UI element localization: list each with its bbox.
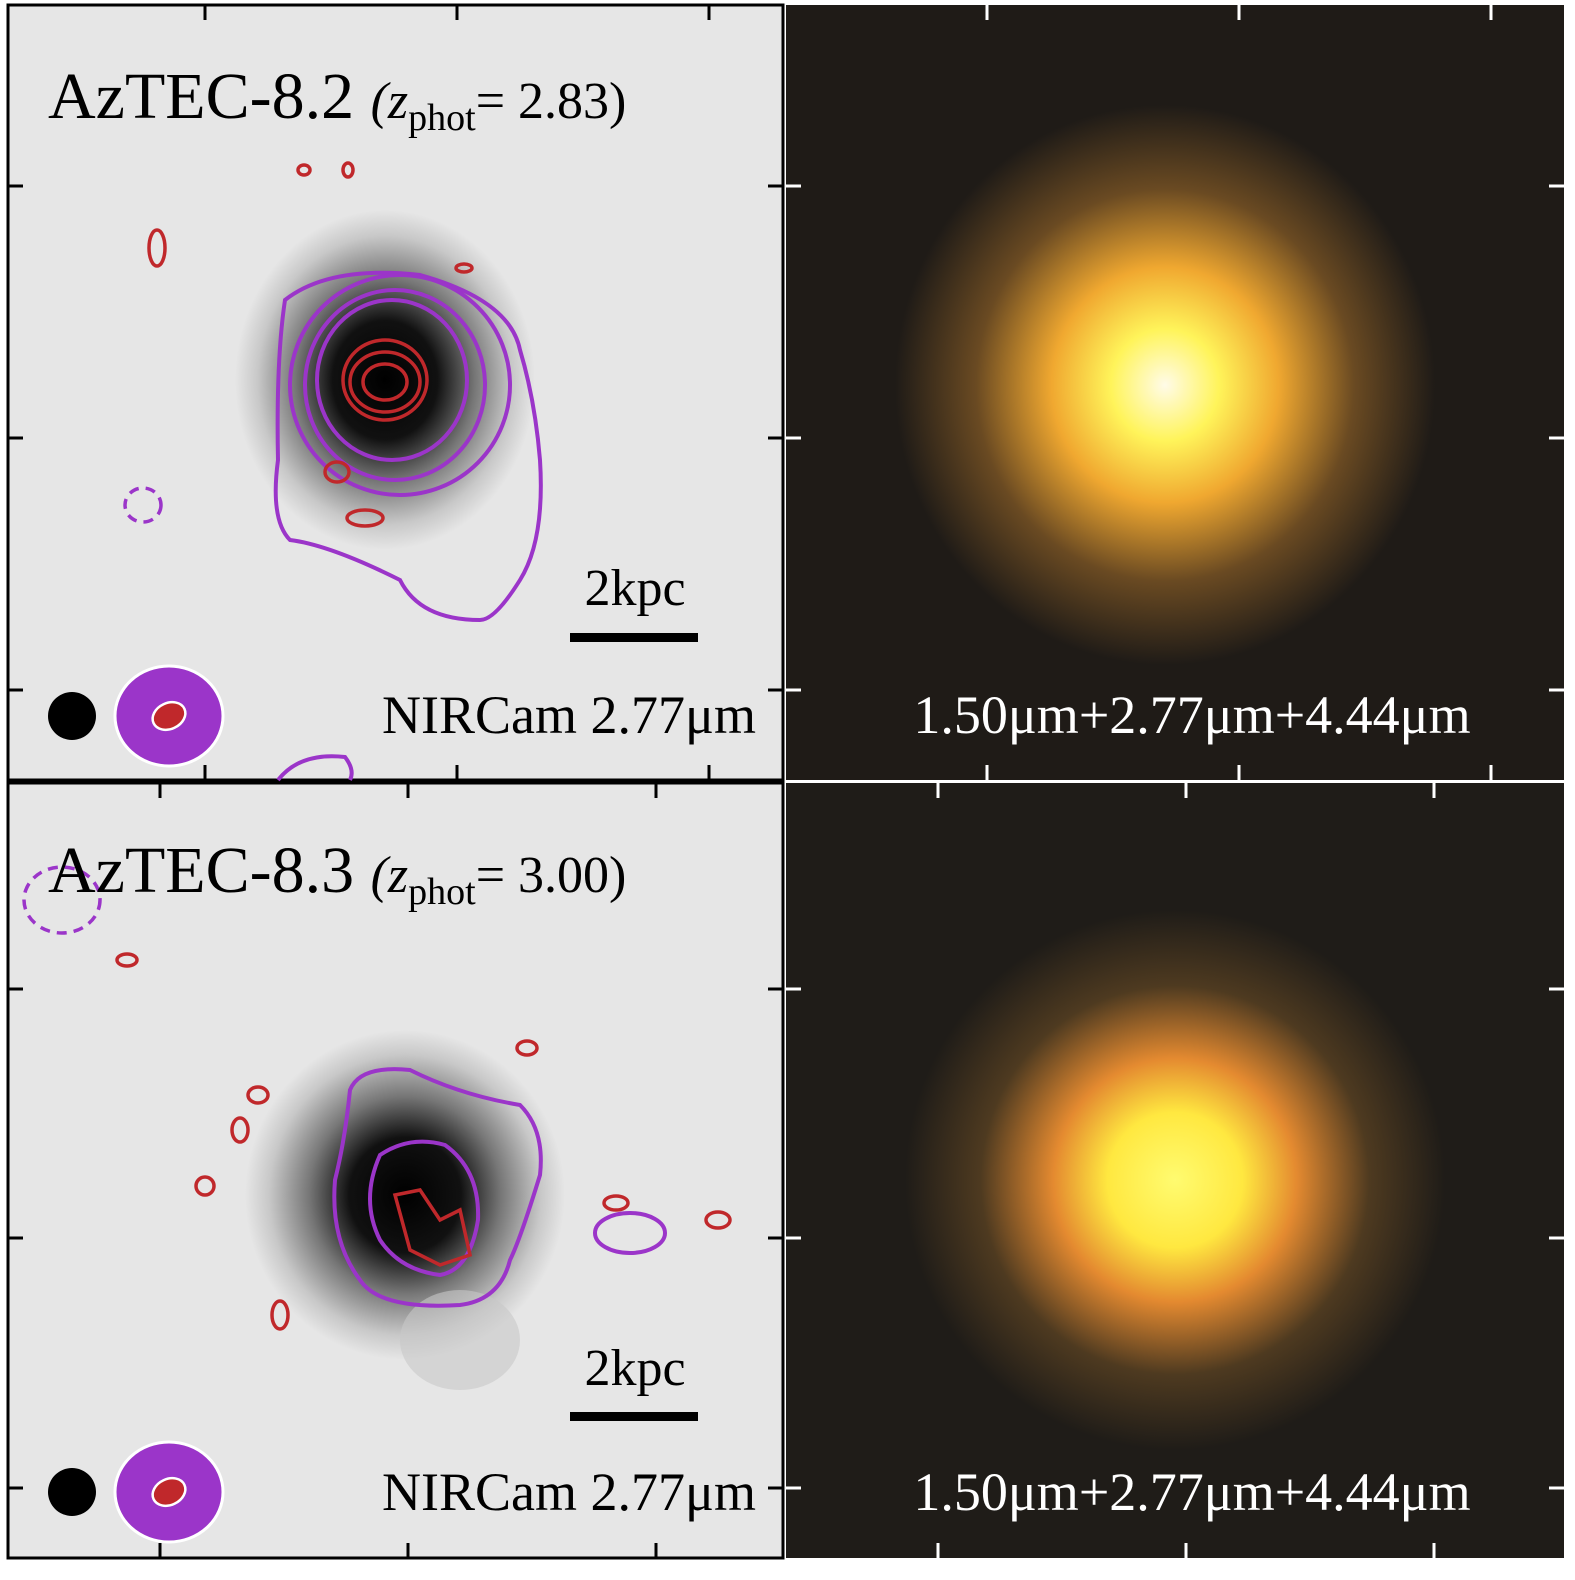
source-label: AzTEC-8.3 (zphot= 3.00): [48, 834, 626, 913]
scale-bar: [570, 633, 698, 642]
band-label: NIRCam 2.77μm: [382, 1462, 756, 1522]
band-label: NIRCam 2.77μm: [382, 685, 756, 745]
beam: [48, 692, 96, 740]
beam: [151, 1476, 187, 1508]
scale-bar-label: 2kpc: [584, 560, 685, 617]
beam: [48, 1468, 96, 1516]
redshift: = 3.00): [476, 847, 627, 904]
scale-bar: [570, 1412, 698, 1421]
grey-panel: AzTEC-8.2 (zphot= 2.83) 2kpc NIRCam 2.77…: [6, 3, 785, 782]
color-panel: 1.50μm+2.77μm+4.44μm: [786, 783, 1564, 1558]
grey-panel: AzTEC-8.3 (zphot= 3.00) 2kpc NIRCam 2.77…: [6, 781, 785, 1560]
beam: [151, 700, 187, 732]
source-label: AzTEC-8.2 (zphot= 2.83): [48, 60, 626, 139]
scale-bar-label: 2kpc: [584, 1340, 685, 1397]
color-panel: 1.50μm+2.77μm+4.44μm: [786, 5, 1564, 780]
z-symbol: (z: [371, 847, 409, 904]
source-name: AzTEC-8.3: [48, 834, 354, 907]
z-symbol: (z: [371, 73, 409, 130]
z-subscript: phot: [408, 871, 476, 913]
source-name: AzTEC-8.2: [48, 60, 354, 133]
redshift: = 2.83): [476, 73, 627, 130]
z-subscript: phot: [408, 97, 476, 139]
rgb-label: 1.50μm+2.77μm+4.44μm: [913, 685, 1470, 745]
rgb-label: 1.50μm+2.77μm+4.44μm: [913, 1462, 1470, 1522]
